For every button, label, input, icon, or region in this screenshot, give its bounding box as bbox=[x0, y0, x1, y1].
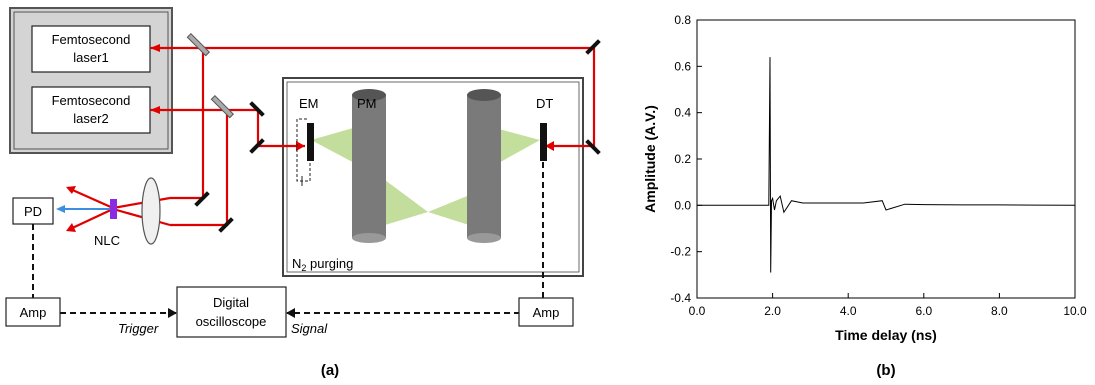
y-tick-label: 0.2 bbox=[674, 152, 691, 166]
mirror-icon bbox=[585, 39, 601, 55]
panel-a-label: (a) bbox=[321, 362, 339, 379]
beamsplitter-icon-2 bbox=[210, 94, 235, 119]
oscilloscope-label-line2: oscilloscope bbox=[196, 314, 267, 329]
probe-arrow-icon bbox=[56, 205, 65, 213]
y-ticks: -0.4 -0.2 0.0 0.2 0.4 0.6 0.8 bbox=[670, 13, 702, 305]
laser1-label-line2: laser1 bbox=[73, 50, 108, 65]
y-tick-label: -0.2 bbox=[670, 245, 691, 259]
lens-icon bbox=[141, 177, 161, 245]
signal-arrow-icon bbox=[286, 308, 295, 318]
detector-icon bbox=[540, 123, 547, 161]
laser1-box bbox=[31, 25, 151, 73]
trigger-arrow-icon bbox=[168, 308, 177, 318]
pd-box bbox=[12, 197, 54, 225]
x-tick-label: 8.0 bbox=[991, 304, 1008, 318]
mirror-icon-2 bbox=[585, 139, 601, 155]
x-tick-label: 6.0 bbox=[915, 304, 932, 318]
y-tick-label: 0.4 bbox=[674, 106, 691, 120]
plot-frame bbox=[696, 19, 1076, 299]
trigger-label: Trigger bbox=[118, 321, 159, 336]
laser1-label-line1: Femtosecond bbox=[52, 32, 131, 47]
signal-trace bbox=[697, 57, 1076, 273]
mirror-icon-4 bbox=[249, 138, 265, 154]
arrow-up-left-icon bbox=[66, 186, 76, 194]
oscilloscope-box bbox=[176, 286, 287, 338]
laser2-label-line2: laser2 bbox=[73, 111, 108, 126]
arrow-down-left-icon bbox=[66, 223, 76, 232]
pm-left bbox=[352, 95, 386, 238]
y-tick-label: 0.6 bbox=[674, 59, 691, 73]
amplitude-chart: -0.4 -0.2 0.0 0.2 0.4 0.6 0.8 0.0 2.0 4.0 6.0 8.0 1… bbox=[642, 13, 1087, 379]
arrow-in-icon-2 bbox=[150, 106, 160, 114]
panel-b-label: (b) bbox=[876, 362, 895, 379]
y-axis-label: Amplitude (A.V.) bbox=[642, 105, 658, 213]
amp-left-box bbox=[5, 297, 61, 327]
arrow-left-icon bbox=[545, 141, 554, 151]
x-axis-label: Time delay (ns) bbox=[835, 327, 937, 343]
signal-label: Signal bbox=[291, 321, 328, 336]
x-tick-label: 10.0 bbox=[1063, 304, 1087, 318]
pm-label: PM bbox=[357, 96, 377, 111]
dt-label: DT bbox=[536, 96, 553, 111]
mirror-icon-3 bbox=[249, 101, 265, 117]
laser2-label-line1: Femtosecond bbox=[52, 93, 131, 108]
amp-right-box bbox=[518, 297, 574, 327]
nlc-crystal-icon bbox=[110, 199, 117, 219]
parabolic-mirrors bbox=[352, 89, 501, 243]
amp-right-label: Amp bbox=[533, 305, 560, 320]
n2-chamber bbox=[282, 77, 584, 277]
x-tick-label: 4.0 bbox=[840, 304, 857, 318]
mirror-icon-6 bbox=[218, 217, 234, 233]
mirror-icon-5 bbox=[194, 191, 210, 207]
pm-right bbox=[467, 95, 501, 238]
setup-diagram: Femtosecond laser1 Femtosecond laser2 bbox=[5, 7, 601, 379]
emitter-icon bbox=[307, 123, 314, 161]
y-tick-label: 0.0 bbox=[674, 198, 691, 212]
y-tick-label: 0.8 bbox=[674, 13, 691, 27]
beamsplitter-icon bbox=[186, 32, 211, 57]
pd-label: PD bbox=[24, 204, 42, 219]
n2-purging-label: N2 purging bbox=[292, 256, 353, 273]
oscilloscope-label-line1: Digital bbox=[213, 295, 249, 310]
x-ticks: 0.0 2.0 4.0 6.0 8.0 10.0 bbox=[689, 293, 1087, 318]
x-tick-label: 2.0 bbox=[764, 304, 781, 318]
y-tick-label: -0.4 bbox=[670, 291, 691, 305]
x-tick-label: 0.0 bbox=[689, 304, 706, 318]
amp-left-label: Amp bbox=[20, 305, 47, 320]
arrow-right-icon bbox=[296, 141, 305, 151]
mirrors bbox=[186, 32, 601, 233]
nlc-label: NLC bbox=[94, 233, 120, 248]
em-label: EM bbox=[299, 96, 319, 111]
arrow-in-icon bbox=[150, 44, 160, 52]
signal-lines bbox=[32, 162, 544, 314]
